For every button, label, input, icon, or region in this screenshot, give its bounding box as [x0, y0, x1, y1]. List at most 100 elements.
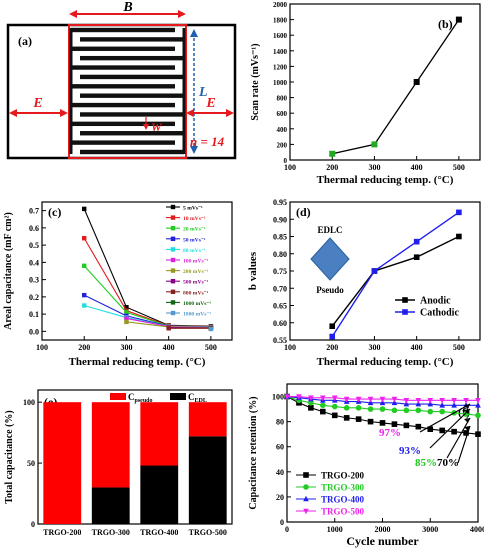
data-point [475, 402, 481, 408]
legend-label: Cpseudo [128, 392, 153, 404]
x-axis-label: Thermal reducing temp. (°C) [317, 356, 454, 368]
x-tick-label: 400 [411, 163, 423, 172]
y-tick-label: 0 [280, 518, 284, 527]
x-tick-label: 300 [368, 163, 380, 172]
data-point [124, 305, 129, 310]
data-point [456, 233, 462, 240]
data-point [403, 407, 410, 414]
data-point [402, 309, 408, 315]
data-point [329, 150, 336, 157]
x-axis-label: Thermal reducing temp. (°C) [69, 356, 206, 368]
edge-left-label: E [32, 96, 42, 111]
legend-label: Anodic [420, 296, 451, 307]
data-point [391, 407, 398, 414]
panel-b-chart: 100 200 300 400 500 0 200 400 600 800 1000 1200 1400… [250, 1, 481, 186]
data-point [439, 408, 445, 415]
bar-segment [43, 402, 82, 524]
finger [71, 102, 175, 108]
data-point [208, 326, 214, 332]
data-point [82, 206, 87, 212]
y-tick-label: 1000 [273, 79, 288, 87]
bar-segment [188, 436, 227, 524]
bar-segment [140, 465, 179, 524]
bar-segment [188, 402, 227, 437]
x-tick-label: 1000 [327, 525, 343, 534]
y-tick-label: 80 [276, 418, 284, 427]
data-point [463, 430, 469, 436]
data-point [439, 402, 445, 408]
y-tick-label: 0.3 [29, 276, 39, 285]
y-tick-label: 0.2 [29, 293, 39, 302]
data-point [403, 398, 410, 404]
y-tick-label: 0 [31, 520, 35, 529]
data-point [371, 268, 378, 274]
y-axis-label: b values [247, 251, 259, 290]
length-label: L [198, 85, 208, 100]
y-tick-label: 40 [276, 468, 284, 477]
data-point [303, 484, 309, 490]
data-point [355, 396, 362, 403]
legend-label: CEDL [188, 392, 207, 404]
plot-frame [37, 389, 233, 525]
data-point [451, 428, 457, 435]
data-point [391, 421, 398, 427]
data-point [170, 300, 176, 305]
x-tick-label: 200 [78, 343, 90, 352]
x-tick-label: 500 [453, 163, 465, 172]
bar-segment [140, 402, 179, 466]
data-point [124, 310, 129, 315]
y-axis-label: Total capacitance (%) [4, 410, 15, 504]
finger [71, 84, 175, 89]
finger [80, 149, 184, 155]
y-tick-label: 60 [276, 443, 284, 452]
y-tick-label: 0.70 [273, 284, 287, 293]
data-point [320, 395, 326, 402]
data-point [413, 238, 420, 245]
data-point [303, 508, 309, 515]
panel-letter: (b) [438, 17, 453, 31]
width-label: B [122, 0, 132, 15]
y-tick-label: 0 [284, 157, 288, 165]
edlc-pseudo-diamond [310, 237, 350, 281]
x-tick-label: 2000 [375, 525, 391, 534]
x-tick-label: 500 [453, 343, 465, 352]
y-tick-label: 0.60 [273, 319, 287, 328]
y-tick-label: 0.85 [273, 233, 287, 242]
data-point [308, 400, 314, 406]
data-point [391, 396, 398, 403]
data-point [439, 427, 445, 434]
gap-label: W [151, 120, 163, 134]
data-point [331, 412, 338, 419]
data-point [170, 310, 176, 316]
legend-label: 500 mVs⁻¹ [183, 280, 209, 286]
y-tick-label: 0.5 [29, 241, 39, 250]
x-tick-label: 0 [285, 525, 289, 534]
legend-label: TRGO-200 [321, 471, 365, 481]
y-tick-label: 0.7 [29, 207, 39, 216]
y-tick-label: 0.1 [29, 310, 39, 319]
legend-label: 80 mVs⁻¹ [183, 248, 206, 254]
data-point [329, 333, 336, 340]
y-tick-label: 50 [27, 459, 35, 468]
retention-annotation: 97% [379, 427, 401, 439]
finger [80, 112, 184, 117]
data-point [124, 319, 129, 325]
data-point [82, 263, 87, 269]
data-point [320, 408, 326, 415]
legend-label: 5 mVs⁻¹ [183, 206, 203, 212]
x-tick-label: 3000 [422, 525, 438, 534]
y-tick-label: 1800 [273, 17, 288, 25]
finger [80, 131, 184, 136]
data-point [403, 422, 410, 429]
data-point [415, 407, 422, 414]
data-point [367, 418, 374, 425]
data-point [170, 289, 176, 294]
x-tick-label: 200 [326, 343, 338, 352]
data-point [308, 405, 314, 411]
data-point [82, 236, 87, 241]
data-point [355, 405, 362, 411]
data-point [343, 396, 350, 403]
edge-right-label: E [205, 96, 215, 111]
data-point [451, 402, 457, 408]
